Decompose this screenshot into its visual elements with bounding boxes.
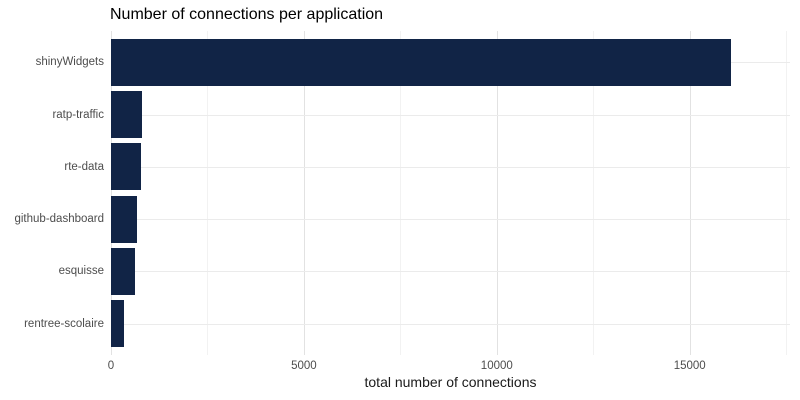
gridline-minor-vertical [593, 31, 595, 355]
gridline-minor-vertical [207, 31, 209, 355]
gridline-major-vertical [689, 31, 691, 355]
gridline-major-vertical [303, 31, 305, 355]
gridline-minor-vertical [786, 31, 788, 355]
y-axis-label-rentree-scolaire: rentree-scolaire [24, 317, 104, 330]
gridline-minor-vertical [400, 31, 402, 355]
plot-panel [111, 31, 790, 355]
gridline-major-vertical [496, 31, 498, 355]
y-axis-label-shinyWidgets: shinyWidgets [35, 56, 104, 69]
bar-esquisse [111, 247, 135, 295]
x-axis-title: total number of connections [364, 374, 537, 390]
gridline-category [111, 219, 790, 221]
gridline-category [111, 323, 790, 325]
y-axis-label-rte-data: rte-data [64, 160, 104, 173]
gridline-major-vertical [111, 31, 112, 355]
x-axis-tick-label: 10000 [480, 360, 513, 372]
bar-rte-data [111, 143, 141, 191]
bar-shinyWidgets [111, 38, 731, 86]
bar-ratp-traffic [111, 91, 143, 139]
bar-github-dashboard [111, 195, 137, 243]
bar-rentree-scolaire [111, 300, 124, 348]
gridline-category [111, 166, 790, 168]
y-axis-label-github-dashboard: github-dashboard [14, 213, 104, 226]
gridline-category [111, 271, 790, 273]
chart-title: Number of connections per application [110, 6, 384, 23]
x-axis-tick-label: 0 [107, 360, 115, 372]
x-axis-tick-label: 5000 [291, 360, 317, 372]
gridline-category [111, 114, 790, 116]
y-axis-label-ratp-traffic: ratp-traffic [52, 108, 104, 121]
x-axis-tick-label: 15000 [673, 360, 706, 372]
y-axis-label-esquisse: esquisse [58, 265, 104, 278]
